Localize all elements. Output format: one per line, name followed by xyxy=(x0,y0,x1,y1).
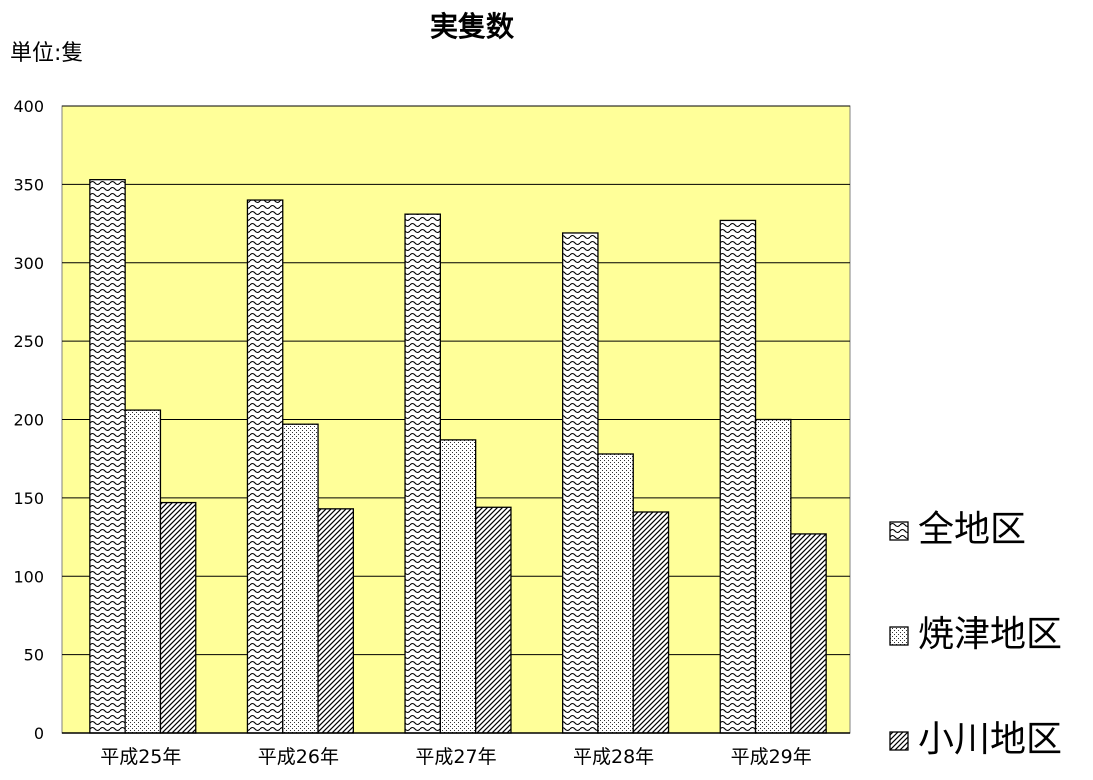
bar-2-2 xyxy=(282,423,319,734)
bar-3-1 xyxy=(159,501,197,734)
x-tick-label: 平成28年 xyxy=(573,746,654,768)
x-tick-label: 平成25年 xyxy=(100,746,181,768)
legend-label: 小川地区 xyxy=(918,719,1062,760)
legend-label: 焼津地区 xyxy=(918,614,1062,655)
bars xyxy=(89,179,827,734)
x-tick-label: 平成27年 xyxy=(415,746,496,768)
y-tick-label: 0 xyxy=(34,724,44,743)
bar-3-4 xyxy=(632,511,670,734)
bar-3-5 xyxy=(790,533,827,734)
x-tick-label: 平成29年 xyxy=(731,746,812,768)
x-axis-ticks: 平成25年 平成26年 平成27年 平成28年 平成29年 xyxy=(100,746,812,768)
legend-label: 全地区 xyxy=(918,509,1026,550)
chart-title: 実隻数 xyxy=(430,10,515,43)
bar-2-4 xyxy=(597,453,634,734)
y-tick-label: 50 xyxy=(24,646,44,665)
y-tick-label: 150 xyxy=(13,489,44,508)
y-tick-label: 250 xyxy=(13,332,44,351)
x-tick-label: 平成26年 xyxy=(258,746,339,768)
bar-1-5 xyxy=(719,219,757,734)
bar-1-2 xyxy=(246,199,284,734)
bar-2-5 xyxy=(754,418,792,734)
bar-2-1 xyxy=(124,409,162,734)
legend-swatch xyxy=(889,731,909,751)
bar-1-3 xyxy=(404,213,441,734)
legend-swatch xyxy=(889,521,909,541)
legend-swatch xyxy=(889,626,909,646)
unit-label: 単位:隻 xyxy=(10,41,83,66)
bar-1-1 xyxy=(89,179,126,734)
y-tick-label: 100 xyxy=(13,567,44,586)
bar-3-3 xyxy=(475,506,512,734)
y-tick-label: 350 xyxy=(13,175,44,194)
y-tick-label: 400 xyxy=(13,97,44,116)
y-tick-label: 300 xyxy=(13,254,44,273)
bar-2-3 xyxy=(439,439,477,734)
y-axis-ticks: 0 50 100 150 200 250 300 350 400 xyxy=(13,97,44,743)
y-tick-label: 200 xyxy=(13,411,44,430)
bar-3-2 xyxy=(317,508,355,734)
bar-1-4 xyxy=(561,232,599,734)
